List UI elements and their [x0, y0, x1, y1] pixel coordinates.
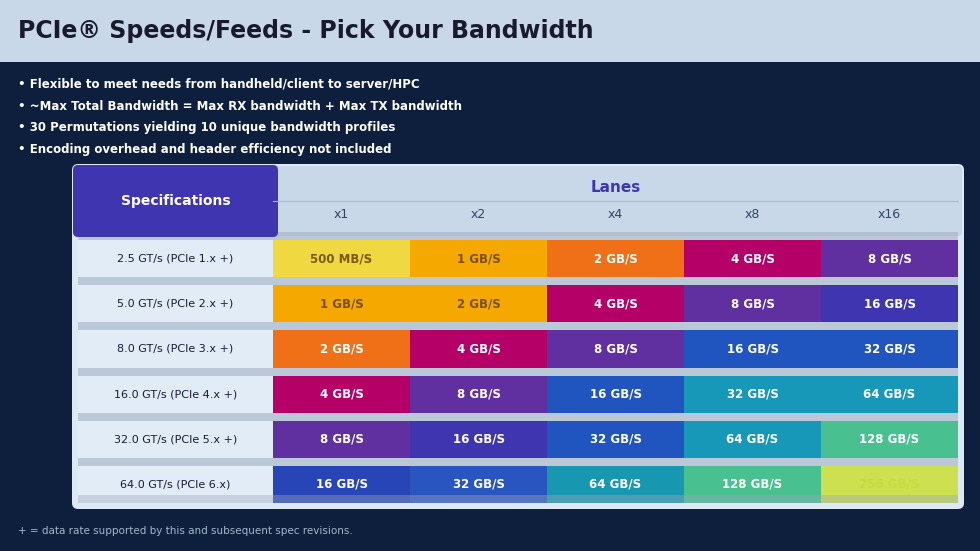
Text: 16.0 GT/s (PCIe 4.x +): 16.0 GT/s (PCIe 4.x +) [114, 389, 237, 399]
Text: 5.0 GT/s (PCIe 2.x +): 5.0 GT/s (PCIe 2.x +) [118, 299, 233, 309]
Text: 64 GB/S: 64 GB/S [726, 433, 778, 446]
Bar [547, 375, 684, 413]
Bar [821, 375, 958, 413]
Text: • Encoding overhead and header efficiency not included: • Encoding overhead and header efficienc… [18, 143, 391, 156]
Bar [78, 375, 273, 413]
Text: • Flexible to meet needs from handheld/client to server/HPC: • Flexible to meet needs from handheld/c… [18, 78, 419, 90]
Bar [175, 170, 273, 232]
Bar [547, 331, 684, 368]
Bar [547, 420, 684, 458]
Text: + = data rate supported by this and subsequent spec revisions.: + = data rate supported by this and subs… [18, 526, 353, 536]
Text: 32.0 GT/s (PCIe 5.x +): 32.0 GT/s (PCIe 5.x +) [114, 434, 237, 444]
Bar [78, 420, 273, 458]
Text: 32 GB/S: 32 GB/S [726, 387, 778, 401]
Text: 1 GB/S: 1 GB/S [457, 252, 501, 265]
Bar [78, 322, 958, 331]
Text: 128 GB/S: 128 GB/S [722, 478, 783, 491]
Text: PCIe® Speeds/Feeds - Pick Your Bandwidth: PCIe® Speeds/Feeds - Pick Your Bandwidth [18, 19, 594, 43]
Text: 16 GB/S: 16 GB/S [726, 342, 778, 355]
Bar [78, 232, 958, 240]
Text: 256 GB/S: 256 GB/S [859, 478, 919, 491]
Bar [821, 466, 958, 503]
Bar [684, 240, 821, 277]
Text: 16 GB/S: 16 GB/S [590, 387, 642, 401]
Text: x1: x1 [334, 208, 349, 221]
Text: • ~Max Total Bandwidth = Max RX bandwidth + Max TX bandwidth: • ~Max Total Bandwidth = Max RX bandwidt… [18, 100, 462, 112]
Bar [273, 331, 410, 368]
FancyBboxPatch shape [73, 165, 278, 237]
Bar [821, 331, 958, 368]
Text: x16: x16 [878, 208, 901, 221]
Bar [547, 240, 684, 277]
Text: 500 MB/S: 500 MB/S [311, 252, 372, 265]
Text: 4 GB/S: 4 GB/S [594, 297, 637, 310]
Bar [410, 285, 547, 322]
Bar [410, 466, 547, 503]
Text: 8 GB/S: 8 GB/S [457, 387, 501, 401]
Bar [78, 285, 273, 322]
Bar [78, 368, 958, 375]
Bar [273, 420, 410, 458]
Text: x2: x2 [470, 208, 486, 221]
Bar [0, 0, 980, 62]
Text: 1 GB/S: 1 GB/S [319, 297, 364, 310]
Bar [684, 375, 821, 413]
Text: 2.5 GT/s (PCIe 1.x +): 2.5 GT/s (PCIe 1.x +) [118, 253, 233, 263]
Bar [821, 420, 958, 458]
Text: 8.0 GT/s (PCIe 3.x +): 8.0 GT/s (PCIe 3.x +) [118, 344, 233, 354]
Text: 8 GB/S: 8 GB/S [867, 252, 911, 265]
Text: 4 GB/S: 4 GB/S [319, 387, 364, 401]
Text: x8: x8 [745, 208, 760, 221]
Bar [78, 458, 958, 466]
Text: 128 GB/S: 128 GB/S [859, 433, 919, 446]
Bar [78, 240, 273, 277]
Bar [273, 240, 410, 277]
Text: 64 GB/S: 64 GB/S [589, 478, 642, 491]
Text: 8 GB/S: 8 GB/S [319, 433, 364, 446]
Text: 64.0 GT/s (PCIe 6.x): 64.0 GT/s (PCIe 6.x) [121, 479, 230, 489]
Text: x4: x4 [608, 208, 623, 221]
Text: 8 GB/S: 8 GB/S [730, 297, 774, 310]
Text: 2 GB/S: 2 GB/S [319, 342, 364, 355]
Bar [410, 240, 547, 277]
Bar [684, 331, 821, 368]
Bar [410, 375, 547, 413]
Text: 8 GB/S: 8 GB/S [594, 342, 637, 355]
Bar [547, 285, 684, 322]
FancyBboxPatch shape [72, 164, 964, 509]
Text: Specifications: Specifications [121, 194, 230, 208]
Text: Lanes: Lanes [590, 180, 641, 195]
Bar [273, 375, 410, 413]
Bar [78, 495, 958, 503]
Bar [547, 466, 684, 503]
Bar [273, 466, 410, 503]
Bar [78, 277, 958, 285]
Bar [684, 466, 821, 503]
Bar [410, 331, 547, 368]
Bar [410, 420, 547, 458]
Bar [78, 413, 958, 420]
Bar [78, 331, 273, 368]
Bar [821, 240, 958, 277]
Text: 4 GB/S: 4 GB/S [730, 252, 774, 265]
Text: • 30 Permutations yielding 10 unique bandwidth profiles: • 30 Permutations yielding 10 unique ban… [18, 122, 395, 134]
Bar [684, 285, 821, 322]
Text: 2 GB/S: 2 GB/S [594, 252, 637, 265]
Bar [684, 420, 821, 458]
Text: 32 GB/S: 32 GB/S [590, 433, 642, 446]
Text: 32 GB/S: 32 GB/S [863, 342, 915, 355]
Bar [821, 285, 958, 322]
FancyBboxPatch shape [74, 166, 962, 236]
Text: 4 GB/S: 4 GB/S [457, 342, 501, 355]
Text: 2 GB/S: 2 GB/S [457, 297, 501, 310]
Bar [78, 466, 273, 503]
Text: 64 GB/S: 64 GB/S [863, 387, 915, 401]
Text: 16 GB/S: 16 GB/S [316, 478, 368, 491]
Bar [273, 285, 410, 322]
Text: 16 GB/S: 16 GB/S [863, 297, 915, 310]
Text: 32 GB/S: 32 GB/S [453, 478, 505, 491]
Text: 16 GB/S: 16 GB/S [453, 433, 505, 446]
Bar [78, 201, 273, 232]
Bar [78, 201, 958, 232]
